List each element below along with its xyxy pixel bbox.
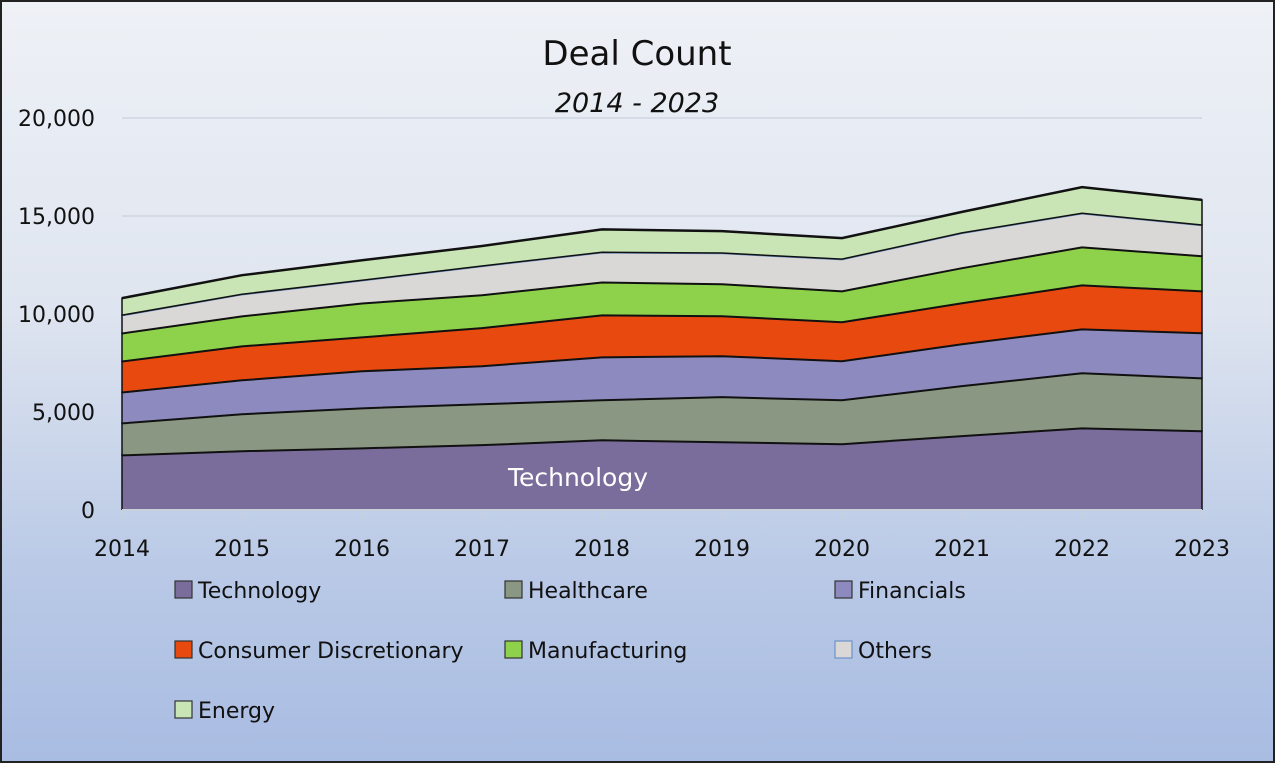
legend-label: Manufacturing (528, 639, 687, 664)
x-tick-label: 2014 (94, 537, 150, 562)
x-tick-label: 2015 (214, 537, 270, 562)
legend-label: Technology (197, 579, 321, 604)
x-tick-label: 2018 (574, 537, 630, 562)
chart-subtitle: 2014 - 2023 (555, 88, 719, 119)
x-tick-label: 2023 (1174, 537, 1230, 562)
legend-label: Energy (198, 699, 275, 724)
y-tick-label: 20,000 (18, 107, 95, 132)
chart-title: Deal Count (542, 34, 731, 74)
y-tick-label: 5,000 (32, 401, 95, 426)
x-tick-label: 2020 (814, 537, 870, 562)
y-tick-label: 10,000 (18, 303, 95, 328)
y-tick-label: 0 (81, 499, 95, 524)
legend-swatch-manufacturing (504, 640, 523, 659)
x-tick-label: 2017 (454, 537, 510, 562)
legend-swatch-consumer-discretionary (174, 640, 193, 659)
legend-swatch-technology (174, 580, 193, 599)
legend-label: Consumer Discretionary (198, 639, 464, 664)
legend-label: Healthcare (528, 579, 648, 604)
series-edge-energy (121, 185, 1203, 300)
legend-swatch-healthcare (504, 580, 523, 599)
y-tick-label: 15,000 (18, 205, 95, 230)
legend-swatch-others (834, 640, 853, 659)
x-tick-label: 2019 (694, 537, 750, 562)
x-tick-label: 2016 (334, 537, 390, 562)
annotation-label: Technology (507, 463, 648, 492)
legend-swatch-energy (174, 700, 193, 719)
legend-swatch-financials (834, 580, 853, 599)
legend-label: Others (858, 639, 932, 664)
x-tick-label: 2022 (1054, 537, 1110, 562)
x-tick-label: 2021 (934, 537, 990, 562)
legend-label: Financials (858, 579, 966, 604)
